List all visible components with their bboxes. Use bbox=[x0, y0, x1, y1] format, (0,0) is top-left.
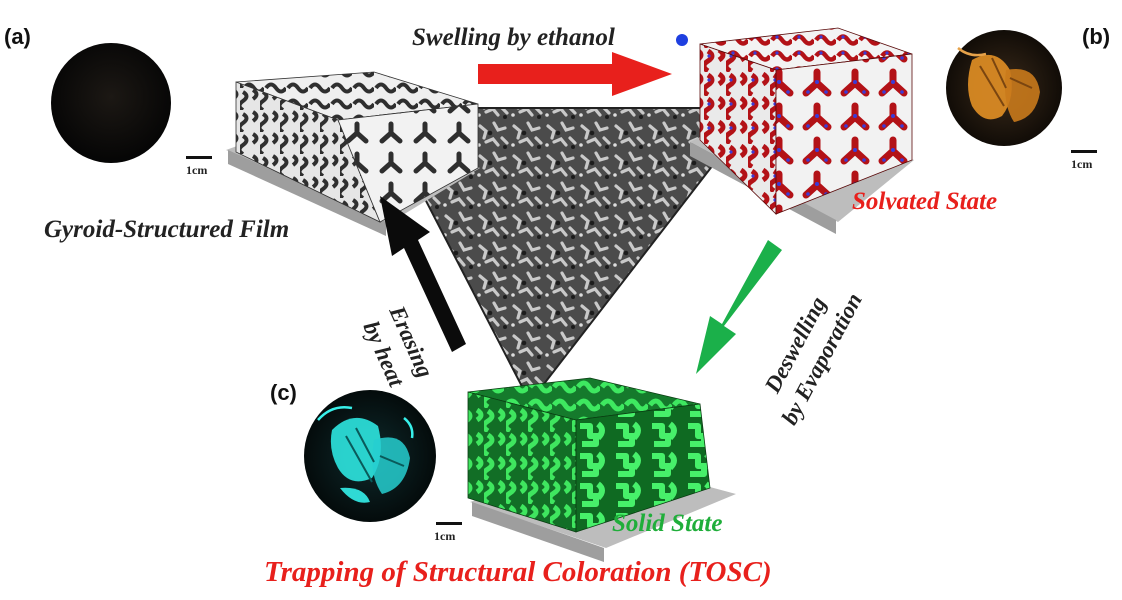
scale-label-c: 1cm bbox=[434, 529, 456, 543]
solid-state-caption: Solid State bbox=[612, 510, 723, 537]
tosc-title: Trapping of Structural Coloration (TOSC) bbox=[264, 556, 772, 588]
solid-state-block bbox=[467, 377, 736, 562]
swelling-arrow bbox=[478, 52, 672, 96]
solvated-block bbox=[690, 27, 914, 234]
scale-label-a: 1cm bbox=[186, 163, 208, 177]
deswelling-arrow bbox=[696, 240, 782, 374]
film-caption: Gyroid-Structured Film bbox=[44, 216, 290, 243]
gyroid-film-block bbox=[226, 71, 480, 236]
panel-label-c: (c) bbox=[270, 380, 297, 405]
erasing-arrow bbox=[380, 196, 466, 352]
sem-image-triangle bbox=[376, 107, 760, 404]
photo-butterfly-cyan bbox=[304, 390, 436, 522]
scale-bar-c bbox=[436, 522, 462, 525]
scale-bar-b bbox=[1071, 150, 1097, 153]
scale-label-b: 1cm bbox=[1071, 157, 1093, 171]
ethanol-dot bbox=[676, 34, 688, 46]
swelling-caption: Swelling by ethanol bbox=[412, 24, 615, 51]
photo-film-black bbox=[51, 43, 171, 163]
photo-butterfly-orange bbox=[946, 30, 1062, 146]
panel-label-b: (b) bbox=[1082, 24, 1111, 49]
scale-bar-a bbox=[186, 156, 212, 159]
panel-label-a: (a) bbox=[4, 24, 31, 49]
solvated-state-caption: Solvated State bbox=[852, 188, 998, 215]
